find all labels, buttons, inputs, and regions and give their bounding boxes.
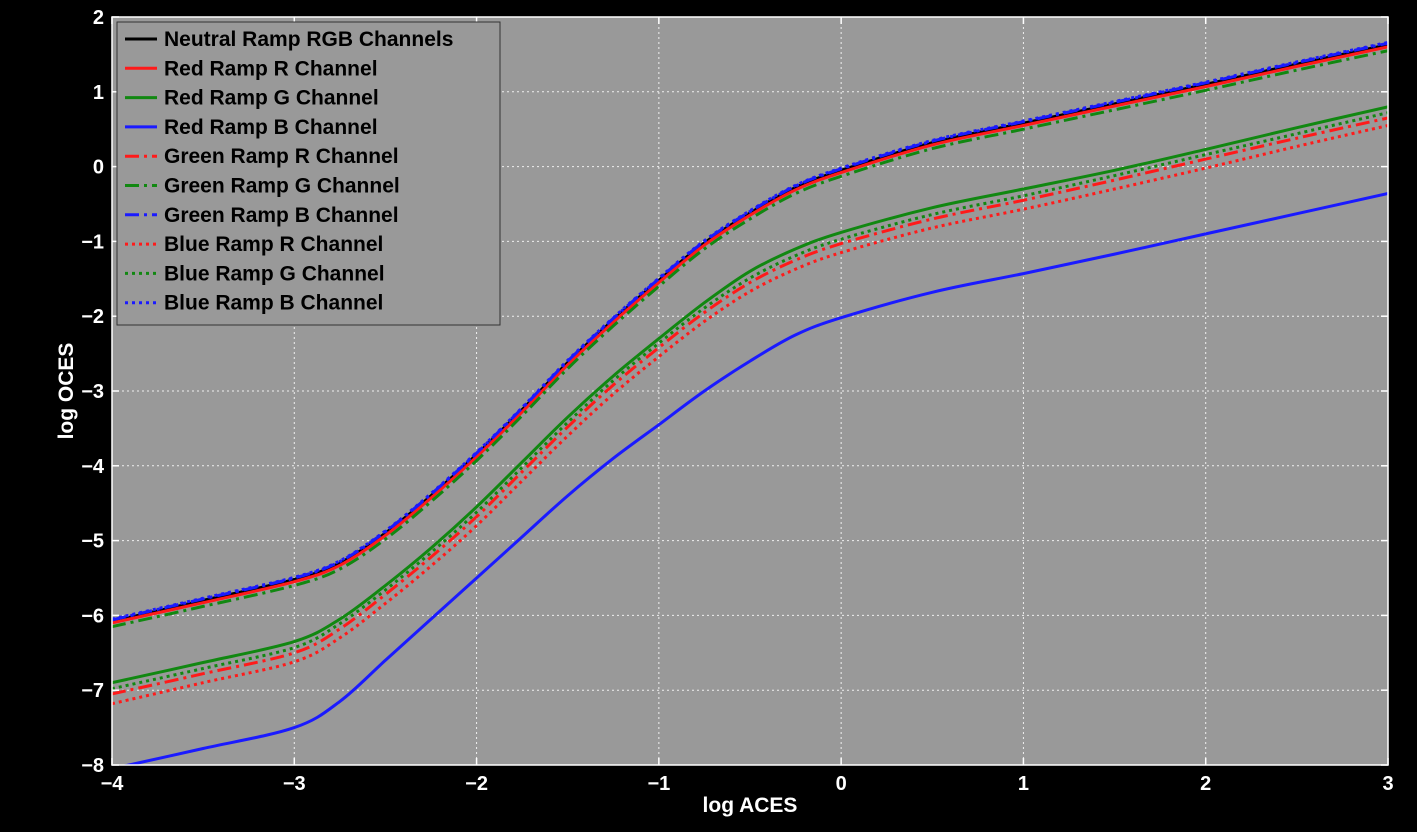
y-tick-label: 1 [93, 82, 104, 104]
y-tick-label: −1 [81, 231, 104, 253]
legend-entry: Blue Ramp B Channel [164, 292, 383, 315]
y-tick-label: −4 [81, 456, 105, 478]
x-axis-label: log ACES [703, 794, 798, 817]
series-line-6 [112, 49, 1388, 629]
y-axis-label: log OCES [55, 343, 78, 440]
legend-entry: Red Ramp R Channel [164, 57, 378, 80]
series-line-2 [112, 45, 1388, 625]
y-tick-label: −6 [81, 605, 104, 627]
legend: Neutral Ramp RGB Channels Red Ramp R Chan… [116, 21, 501, 326]
y-tick-label: −3 [81, 381, 104, 403]
legend-entry: Red Ramp G Channel [164, 87, 379, 110]
series-line-10 [112, 40, 1388, 621]
series-line-4 [121, 192, 1388, 765]
x-tick-label: −4 [101, 773, 125, 795]
series-layer [112, 40, 1388, 765]
legend-entry: Green Ramp R Channel [164, 145, 399, 168]
y-tick-label: −2 [81, 306, 104, 328]
x-tick-label: −2 [465, 773, 488, 795]
y-tick-label: −7 [81, 680, 104, 702]
legend-entry: Blue Ramp R Channel [164, 233, 383, 256]
legend-entry: Blue Ramp G Channel [164, 262, 385, 285]
x-tick-label: 0 [836, 773, 847, 795]
series-line-8 [112, 124, 1388, 706]
series-line-5 [112, 116, 1388, 696]
series-line-3 [112, 105, 1388, 685]
y-tick-label: −5 [81, 531, 104, 553]
legend-entry: Green Ramp B Channel [164, 204, 399, 227]
legend-entry: Green Ramp G Channel [164, 175, 400, 198]
legend-entry: Neutral Ramp RGB Channels [164, 28, 453, 51]
x-tick-label: 3 [1382, 773, 1393, 795]
x-tick-label: −3 [283, 773, 306, 795]
axis-ticks: −4 −3 −2 −1 0 1 2 3 −8 −7 −6 −5 −4 −3 −2 −1 0 1 2 [81, 7, 1393, 795]
series-line-9 [112, 111, 1388, 691]
x-tick-label: −1 [647, 773, 670, 795]
legend-box [116, 21, 501, 326]
y-tick-label: 2 [93, 7, 104, 29]
x-tick-label: 2 [1200, 773, 1211, 795]
legend-entry: Red Ramp B Channel [164, 116, 378, 139]
y-tick-label: −8 [81, 755, 104, 777]
x-tick-label: 1 [1018, 773, 1029, 795]
y-tick-label: 0 [93, 157, 104, 179]
